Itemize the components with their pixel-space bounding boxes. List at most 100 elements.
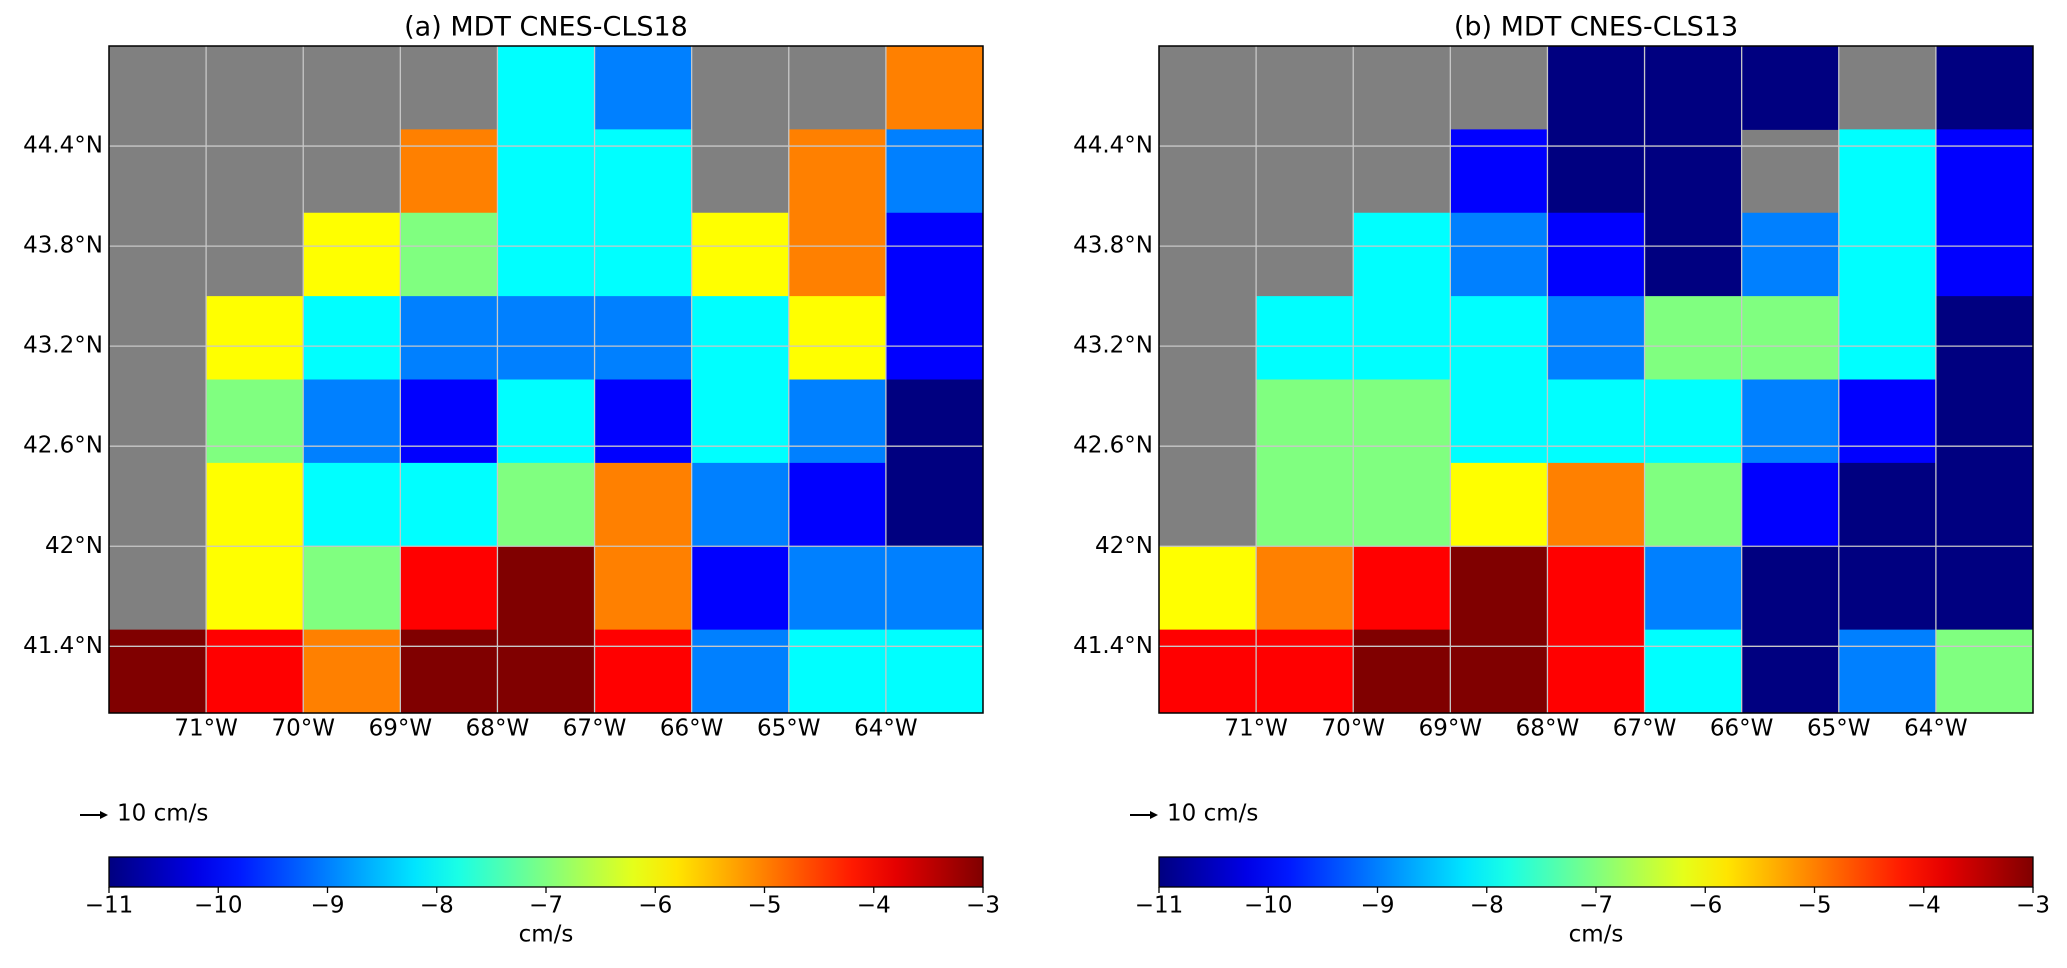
scale-arrow-head — [100, 811, 108, 819]
colorbar — [108, 856, 984, 888]
mdt-cell — [497, 296, 596, 380]
mdt-cell — [788, 379, 887, 464]
scale-label: 10 cm/s — [117, 801, 208, 827]
lon-tick-label: 68°W — [466, 716, 530, 742]
mdt-cell — [1838, 379, 1937, 464]
mdt-cell — [1838, 129, 1937, 214]
mdt-cell — [1644, 296, 1743, 380]
lon-tick-label: 64°W — [1904, 716, 1968, 742]
mdt-cell — [594, 629, 693, 714]
mdt-cell — [1547, 212, 1646, 297]
mdt-cell — [206, 462, 304, 547]
colorbar-tick-label: −8 — [420, 893, 454, 919]
mdt-cell — [1450, 129, 1548, 214]
mdt-cell — [788, 296, 887, 380]
mdt-cell — [303, 462, 401, 547]
mdt-cell — [788, 546, 887, 631]
mdt-cell — [1256, 546, 1354, 631]
colorbar-tick-label: −3 — [2016, 893, 2050, 919]
mdt-cell — [497, 379, 596, 464]
map-frame — [1158, 45, 2034, 714]
mdt-cell — [1450, 212, 1548, 297]
colorbar-tick-label: −5 — [1798, 893, 1832, 919]
mdt-cell — [303, 212, 401, 297]
mdt-cell — [1644, 129, 1743, 214]
colorbar-tick-label: −3 — [966, 893, 1000, 919]
mdt-cell — [1935, 296, 2034, 380]
colorbar-tick-label: −11 — [1135, 893, 1184, 919]
colorbar — [1158, 856, 2034, 888]
mdt-cell — [691, 212, 790, 297]
mdt-cell — [1547, 379, 1646, 464]
panel-title: (a) MDT CNES-CLS18 — [404, 12, 688, 43]
mdt-cell — [594, 379, 693, 464]
mdt-cell — [1741, 379, 1840, 464]
mdt-cell — [400, 379, 498, 464]
mdt-cell — [1935, 546, 2034, 631]
mdt-cell — [1838, 629, 1937, 714]
mdt-cell — [691, 546, 790, 631]
mdt-cell — [594, 296, 693, 380]
mdt-cell — [1644, 462, 1743, 547]
colorbar-tick-label: −9 — [1361, 893, 1395, 919]
mdt-cell — [1450, 462, 1548, 547]
map-panel: (b) MDT CNES-CLS13 71°W 70°W 69°W 68°W 67°W 66… — [1073, 12, 2050, 948]
lat-tick-label: 44.4°N — [1073, 133, 1153, 159]
mdt-cell — [885, 296, 984, 380]
colorbar-tick-label: −10 — [1244, 893, 1293, 919]
mdt-cell — [206, 296, 304, 380]
mdt-cell — [1644, 379, 1743, 464]
mdt-cell — [1353, 629, 1451, 714]
mdt-cell — [1644, 546, 1743, 631]
panel-title: (b) MDT CNES-CLS13 — [1454, 12, 1738, 43]
mdt-cell — [691, 379, 790, 464]
mdt-cell — [1644, 629, 1743, 714]
mdt-cell — [497, 212, 596, 297]
lon-tick-label: 69°W — [369, 716, 433, 742]
mdt-cell — [1547, 46, 1646, 130]
mdt-cell — [1838, 462, 1937, 547]
mdt-cell — [885, 212, 984, 297]
lon-tick-label: 67°W — [1613, 716, 1677, 742]
mdt-cell — [1741, 546, 1840, 631]
mdt-cell — [1741, 46, 1840, 130]
lat-tick-label: 43.2°N — [1073, 333, 1153, 359]
mdt-cell — [1256, 296, 1354, 380]
lat-tick-label: 42.6°N — [1073, 433, 1153, 459]
mdt-cell — [1353, 379, 1451, 464]
mdt-cell — [1353, 462, 1451, 547]
lon-tick-label: 65°W — [1807, 716, 1871, 742]
mdt-cell — [594, 212, 693, 297]
mdt-cell — [1450, 379, 1548, 464]
lon-tick-label: 64°W — [854, 716, 918, 742]
mdt-cell — [788, 212, 887, 297]
mdt-cell — [206, 379, 304, 464]
colorbar-label: cm/s — [519, 922, 574, 948]
colorbar-tick-label: −7 — [1579, 893, 1613, 919]
mdt-cell — [691, 629, 790, 714]
colorbar-tick-label: −11 — [85, 893, 134, 919]
mdt-cell — [1450, 629, 1548, 714]
lon-tick-label: 70°W — [1321, 716, 1385, 742]
lon-tick-label: 70°W — [271, 716, 335, 742]
mdt-cell — [1547, 546, 1646, 631]
mdt-cell — [1644, 46, 1743, 130]
colorbar-label: cm/s — [1569, 922, 1624, 948]
map-frame — [108, 45, 984, 714]
lat-tick-label: 42.6°N — [23, 433, 103, 459]
mdt-cell — [788, 462, 887, 547]
mdt-cell — [594, 462, 693, 547]
lat-tick-label: 41.4°N — [1073, 633, 1153, 659]
mdt-cell — [400, 546, 498, 631]
mdt-cell — [1159, 546, 1257, 631]
mdt-cell — [788, 129, 887, 214]
mdt-cell — [303, 546, 401, 631]
mdt-cell — [594, 546, 693, 631]
mdt-cell — [885, 379, 984, 464]
mdt-cell — [1547, 629, 1646, 714]
mdt-cell — [1256, 379, 1354, 464]
mdt-cell — [1741, 296, 1840, 380]
mdt-cell — [109, 629, 207, 714]
mdt-cell — [1256, 629, 1354, 714]
